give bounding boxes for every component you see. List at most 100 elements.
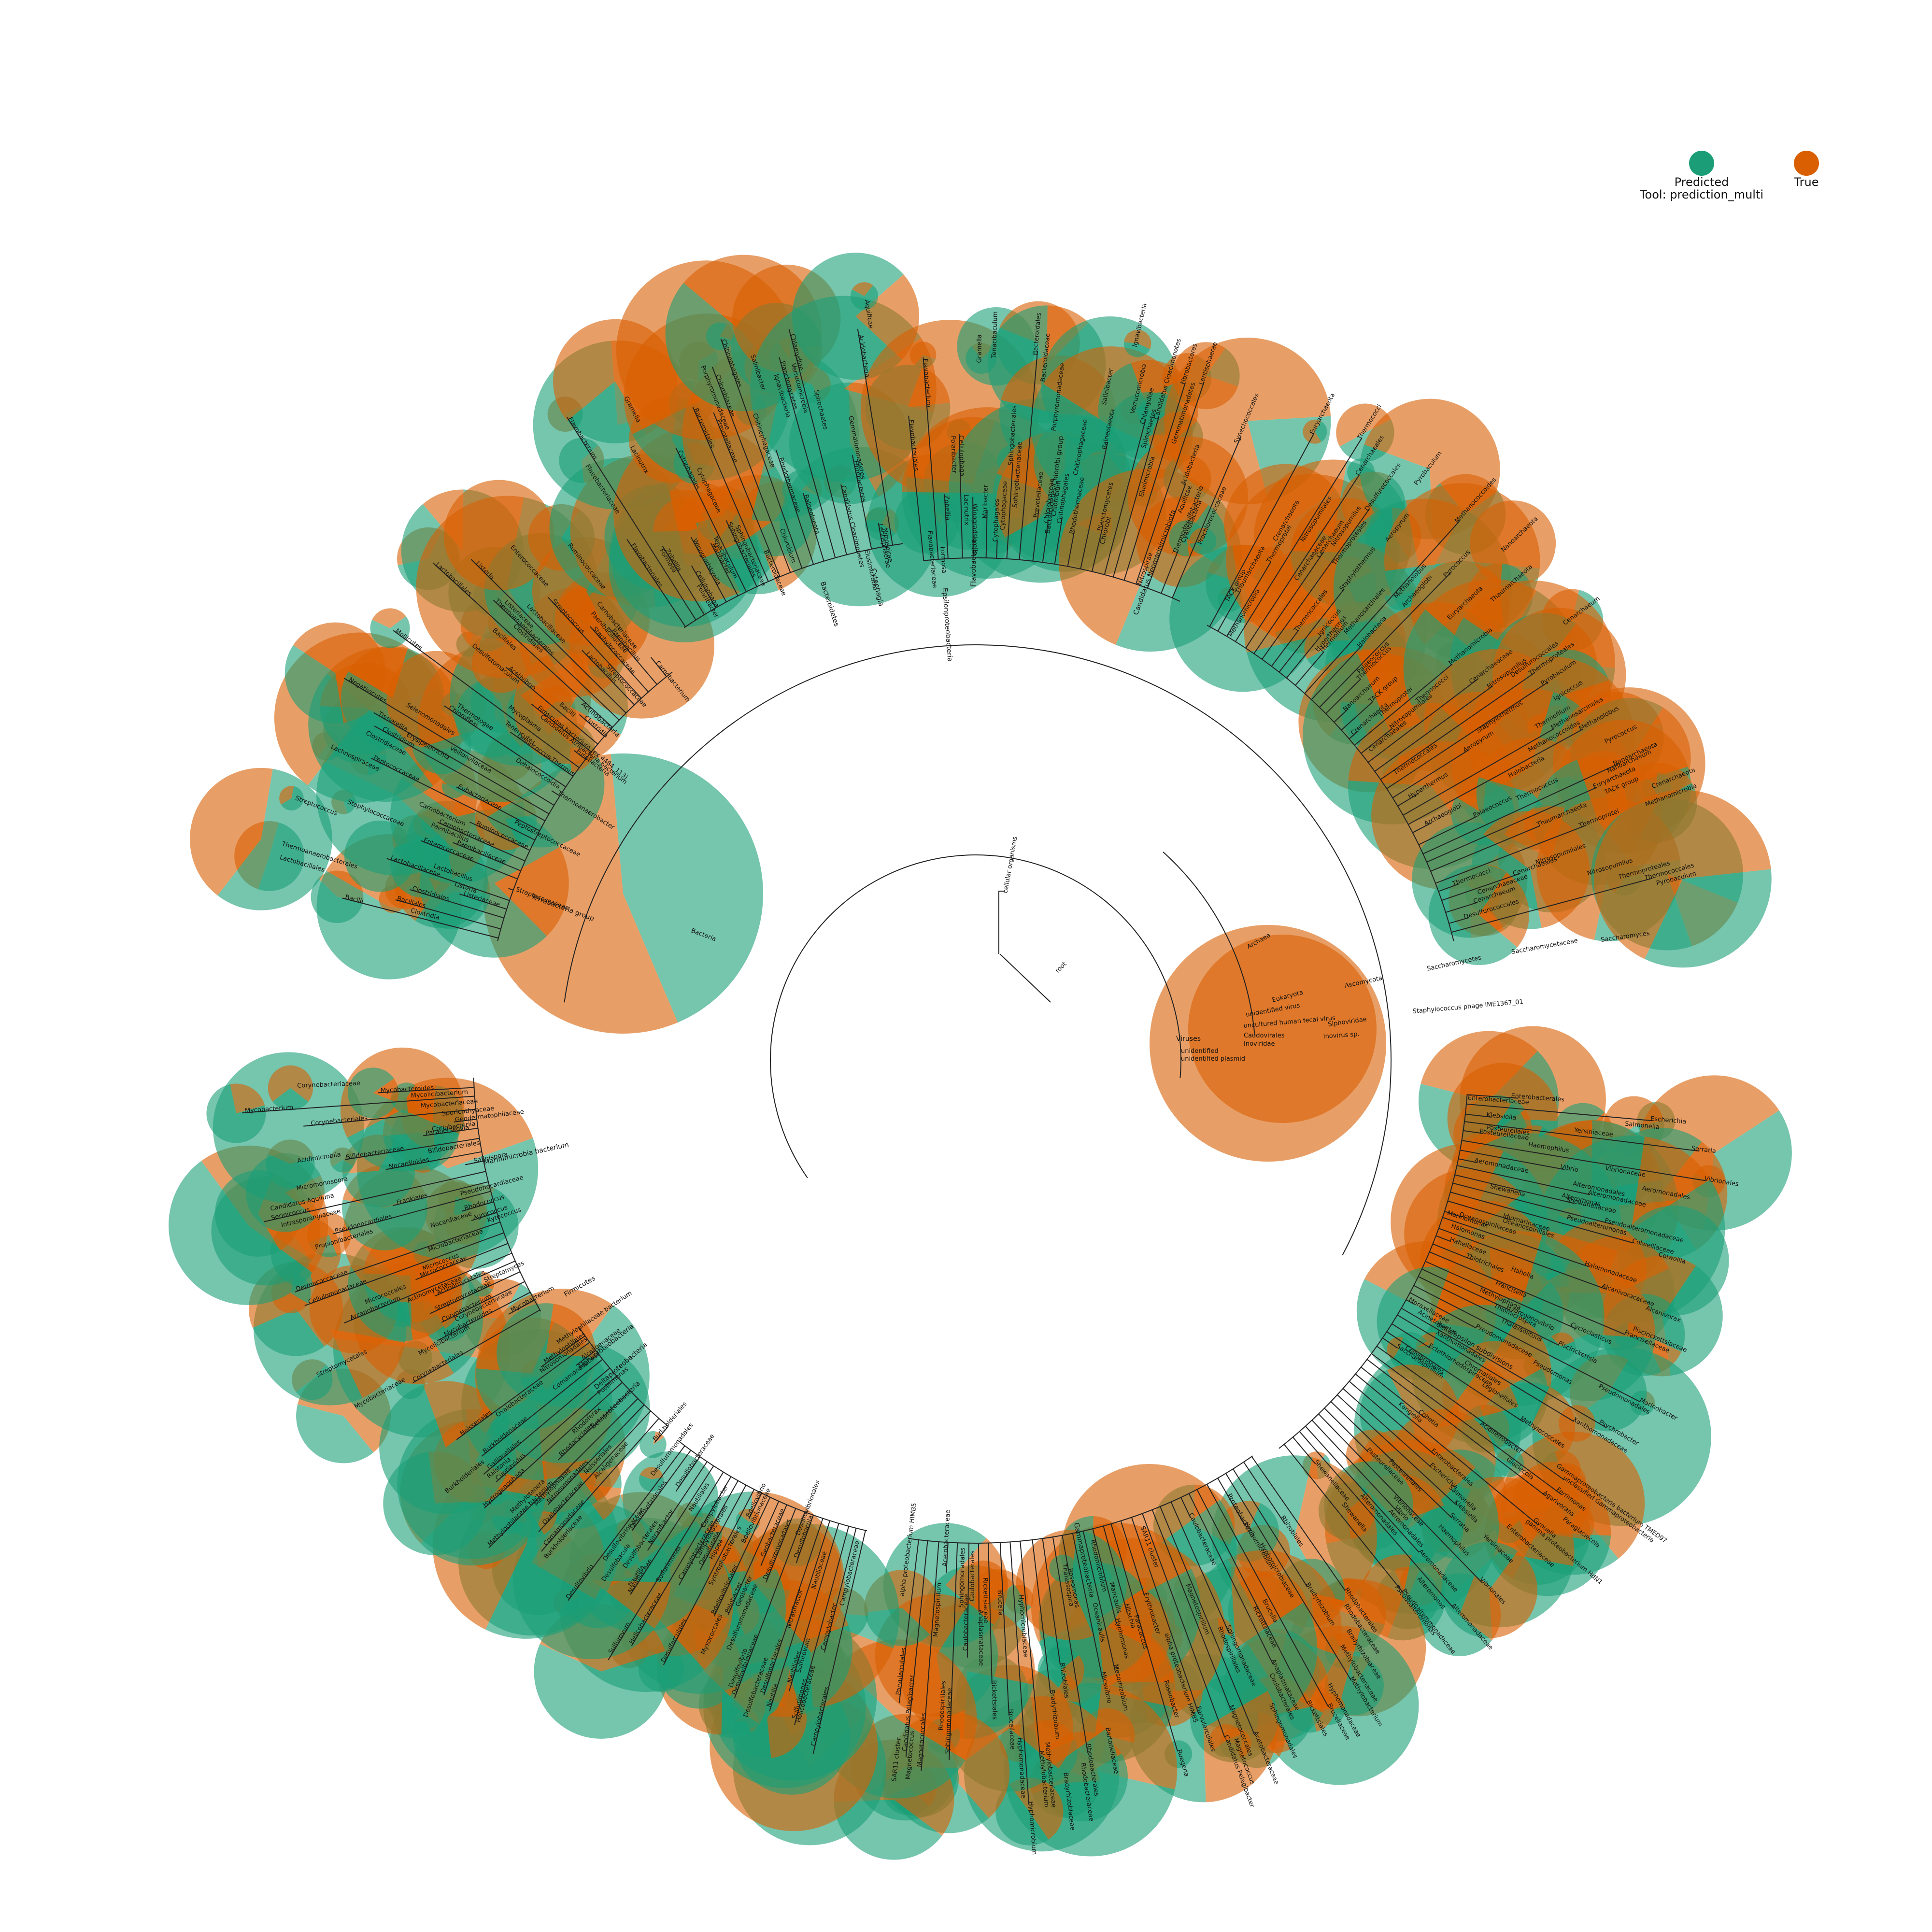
alpha-branch bbox=[1225, 1473, 1352, 1681]
archaea-branch bbox=[1380, 672, 1535, 780]
bacteroidetes-branch bbox=[662, 545, 705, 615]
delta-epsilon-branch bbox=[748, 1493, 762, 1519]
alpha-clade-arc bbox=[908, 1455, 1253, 1544]
archaea-branch bbox=[1319, 571, 1452, 708]
gamma-branch bbox=[1376, 1346, 1565, 1480]
cyano-node-bubble-true-part bbox=[1164, 338, 1331, 505]
archaea-branch bbox=[1304, 520, 1461, 694]
gamma-branch bbox=[1463, 1130, 1483, 1134]
bacteroidetes-branch bbox=[720, 339, 803, 568]
archaea-branch bbox=[1262, 508, 1370, 660]
alpha-branch bbox=[1217, 1477, 1246, 1526]
actino-node-bubble-true-part bbox=[406, 1085, 422, 1113]
archaea-node-bubble-true-part bbox=[1593, 790, 1771, 959]
actino-node-bubble-true-part bbox=[230, 1083, 265, 1114]
gamma-branch bbox=[1425, 1261, 1577, 1330]
delta-epsilon-branch bbox=[788, 1523, 839, 1691]
cyano-node-label: Winogradskyella bbox=[971, 503, 979, 555]
delta-epsilon-clade-arc bbox=[678, 1440, 867, 1532]
root-label: root bbox=[1054, 961, 1068, 975]
firmicutes-branch bbox=[373, 712, 550, 814]
archaea-branch bbox=[1325, 678, 1362, 714]
gamma-branch bbox=[1454, 1174, 1575, 1204]
bacteroidetes-node-bubble-predicted-part bbox=[792, 253, 904, 380]
cyano-branch bbox=[1147, 483, 1186, 589]
actino-branch bbox=[333, 1191, 491, 1235]
beta-branch bbox=[540, 1418, 659, 1552]
actino-branch bbox=[462, 1201, 494, 1212]
actino-clade-arc bbox=[473, 1078, 541, 1312]
firmicutes-node-bubble bbox=[190, 767, 332, 910]
beta-branch bbox=[484, 1382, 623, 1509]
archaea-node-bubble bbox=[1303, 419, 1327, 444]
bacteroidetes-branch bbox=[713, 412, 781, 577]
bacteroidetes-branch bbox=[852, 455, 872, 549]
cyano-node-label: Polaribacter bbox=[949, 436, 958, 474]
archaea-branch bbox=[1235, 437, 1363, 642]
alpha-branch bbox=[999, 1542, 1009, 1716]
firmicutes-node-bubble-true-part bbox=[372, 608, 406, 628]
cyano-node-label: Lacinutrix bbox=[962, 494, 970, 526]
alpha-branch bbox=[1032, 1539, 1051, 1693]
gamma-branch bbox=[1462, 1140, 1706, 1181]
virus-sub-bubble bbox=[1188, 935, 1377, 1123]
alpha-branch bbox=[1131, 1517, 1199, 1715]
gamma-branch bbox=[1382, 1337, 1397, 1349]
bacteroidetes-branch bbox=[675, 447, 747, 592]
firmicutes-branch bbox=[579, 714, 605, 737]
actino-branch bbox=[412, 1309, 540, 1383]
archaea-node-bubble-true-part bbox=[1290, 497, 1383, 553]
alpha-branch bbox=[1062, 1535, 1070, 1575]
actino-branch bbox=[294, 1222, 500, 1293]
firmicutes-branch bbox=[371, 757, 535, 841]
bacteroidetes-branch bbox=[840, 484, 857, 553]
firmicutes-branch bbox=[386, 858, 510, 901]
cyano-branch bbox=[1123, 382, 1186, 581]
firmicutes-node-bubble-true-part bbox=[494, 847, 569, 936]
delta-epsilon-branch bbox=[796, 1515, 814, 1563]
archaea-branch bbox=[1451, 878, 1653, 933]
firmicutes-node-bubble-predicted-part bbox=[316, 870, 462, 980]
cyano-branch bbox=[1032, 509, 1039, 561]
delta-epsilon-node-bubble-true-part bbox=[592, 1580, 671, 1629]
alpha-branch bbox=[1092, 1528, 1117, 1624]
actino-branch bbox=[441, 1281, 525, 1323]
cyano-node-label: Cytophagaceae bbox=[999, 481, 1009, 530]
archaea-eukaryota-arc bbox=[1163, 852, 1255, 1036]
cyano-node-bubble bbox=[1123, 329, 1151, 357]
gamma-branch bbox=[1324, 1407, 1369, 1452]
archaea-branch bbox=[1271, 630, 1299, 667]
virus-label-3: Inoviridae bbox=[1244, 1040, 1275, 1048]
gamma-node-bubble-true-part bbox=[1631, 1136, 1711, 1229]
alpha-node-bubble-true-part bbox=[1097, 1622, 1176, 1707]
gamma-branch bbox=[1409, 1292, 1477, 1329]
actino-node-bubble-predicted-part bbox=[253, 1308, 325, 1356]
cellular-organisms-arc bbox=[770, 854, 1181, 1179]
archaea-branch bbox=[1426, 787, 1598, 863]
firmicutes-branch bbox=[608, 626, 657, 685]
bacteroidetes-branch bbox=[691, 565, 716, 609]
archaea-branch bbox=[1438, 883, 1459, 892]
cyano-branch bbox=[1135, 382, 1205, 584]
actino-node-bubble-predicted-part bbox=[206, 1084, 266, 1143]
gamma-branch bbox=[1413, 1285, 1641, 1403]
gamma-branch bbox=[1421, 1268, 1510, 1311]
archaea-node-bubble-true-part bbox=[1336, 403, 1391, 447]
alpha-branch bbox=[1009, 1542, 1030, 1805]
beta-branch bbox=[481, 1359, 603, 1457]
gamma-node-label: Vibrio bbox=[1560, 1164, 1579, 1174]
gamma-branch bbox=[1355, 1373, 1538, 1525]
delta-epsilon-branch bbox=[568, 1445, 685, 1601]
delta-epsilon-branch bbox=[824, 1528, 857, 1653]
archaea-branch bbox=[1403, 728, 1555, 816]
alpha-node-bubble-predicted-part bbox=[1274, 1706, 1313, 1749]
cyano-branch bbox=[1067, 530, 1075, 567]
bacteroidetes-node-bubble-true-part bbox=[852, 282, 873, 296]
alpha-branch bbox=[898, 1539, 919, 1704]
actino-node-bubble-predicted-part bbox=[469, 1271, 493, 1297]
archaea-branch bbox=[1418, 816, 1477, 845]
archaea-branch bbox=[1311, 644, 1363, 700]
delta-epsilon-branch bbox=[769, 1520, 831, 1712]
firmicutes-branch bbox=[420, 840, 518, 880]
firmicutes-branch bbox=[432, 562, 613, 728]
